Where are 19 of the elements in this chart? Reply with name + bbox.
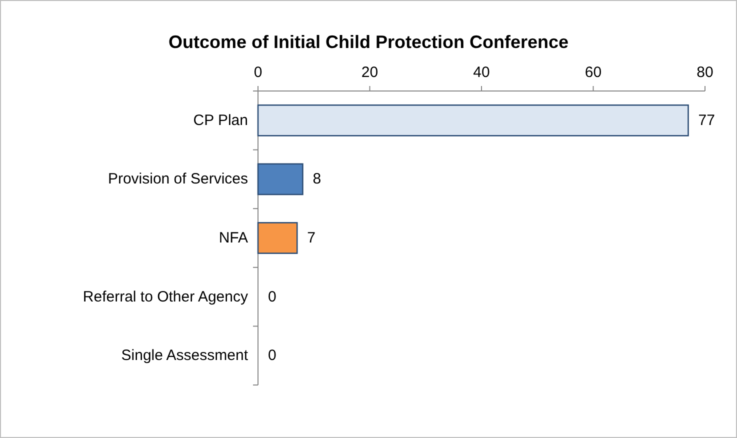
data-label: 0 — [268, 288, 276, 306]
y-tick-label: NFA — [218, 230, 248, 246]
y-tick-label: Referral to Other Agency — [82, 288, 248, 306]
x-tick-label: 0 — [254, 64, 262, 81]
x-tick-label: 60 — [584, 64, 602, 81]
data-label: 0 — [268, 347, 276, 364]
bar — [257, 163, 304, 196]
x-tick-label: 40 — [473, 64, 490, 81]
x-tick-label: 20 — [361, 64, 378, 81]
data-label: 77 — [698, 112, 715, 129]
y-tick-label: Single Assessment — [121, 347, 249, 364]
bar — [257, 222, 298, 254]
data-label: 8 — [312, 170, 322, 188]
x-tick-label: 80 — [696, 64, 714, 81]
data-label: 7 — [307, 230, 316, 246]
chart-title: Outcome of Initial Child Protection Conference — [168, 32, 569, 52]
y-tick-label: CP Plan — [193, 112, 248, 129]
y-tick-label: Provision of Services — [108, 170, 248, 188]
bar — [257, 104, 689, 136]
